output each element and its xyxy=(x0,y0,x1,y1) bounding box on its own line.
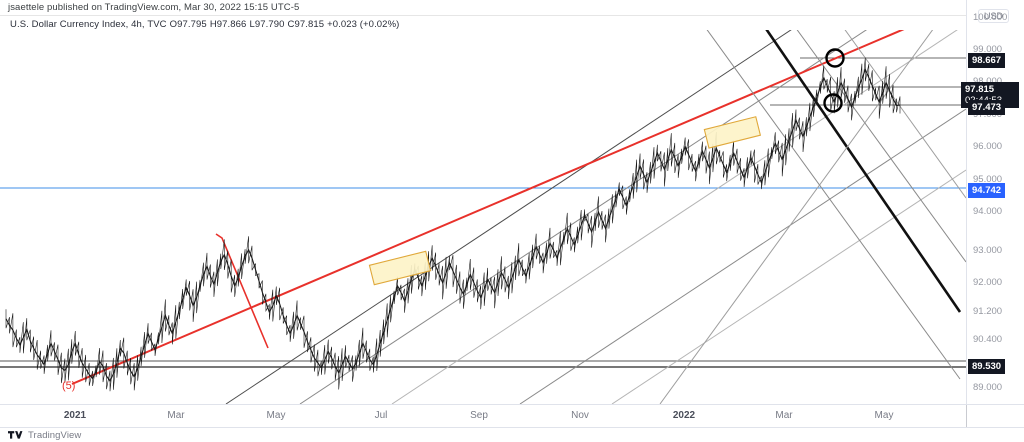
time-tick-2021: 2021 xyxy=(63,410,87,421)
price-tick-91-200: 91.200 xyxy=(973,306,1003,317)
price-tick-93-000: 93.000 xyxy=(973,245,1003,256)
time-tick-2022: 2022 xyxy=(672,410,696,421)
chart-canvas[interactable] xyxy=(0,30,966,404)
projection-gray-1 xyxy=(706,30,961,380)
legend-symbol-name[interactable]: U.S. Dollar Currency Index xyxy=(10,19,126,30)
time-tick-May: May xyxy=(874,410,894,421)
time-tick-Jul: Jul xyxy=(374,410,388,421)
projection-gray-2 xyxy=(796,30,966,263)
wave-count-label: (5) xyxy=(62,380,76,392)
time-axis[interactable]: 2021 Mar May Jul Sep Nov 2022 Mar May xyxy=(0,404,1024,428)
legend-open: O97.795 xyxy=(169,19,207,30)
price-tick-96-000: 96.000 xyxy=(973,141,1003,152)
crosshair-price-value: 97.815 xyxy=(965,84,995,95)
legend-low: L97.790 xyxy=(249,19,285,30)
legend-close: C97.815 xyxy=(287,19,325,30)
price-tick-100-000: 100.000 xyxy=(973,12,1008,23)
chart-legend[interactable]: U.S. Dollar Currency Index, 4h, TVC O97.… xyxy=(10,19,400,30)
time-axis-divider xyxy=(966,405,967,427)
channel-lower-dark xyxy=(519,108,966,404)
header-divider xyxy=(0,15,966,16)
price-tick-92-000: 92.000 xyxy=(973,277,1003,288)
hidden-price-badge[interactable]: 97.473 xyxy=(968,100,1006,115)
time-tick-Mar: Mar xyxy=(167,410,185,421)
price-tick-90-400: 90.400 xyxy=(973,334,1003,345)
channel-median-dark xyxy=(299,30,868,404)
trendline-red-impulse xyxy=(215,233,269,349)
tradingview-footer[interactable]: TradingView xyxy=(8,429,81,442)
circle-marker-upper[interactable] xyxy=(825,48,845,68)
price-series-detail xyxy=(5,57,901,392)
currency-badge: USD xyxy=(978,9,1010,23)
circle-marker-lower[interactable] xyxy=(823,93,843,113)
trendline-red-main xyxy=(71,30,905,385)
chart-plot-area[interactable]: (5) xyxy=(0,30,966,404)
projection-gray-4 xyxy=(659,30,934,404)
time-tick-Nov: Nov xyxy=(571,410,589,421)
legend-high: H97.866 xyxy=(209,19,247,30)
price-series-line xyxy=(5,67,901,383)
support-level-badge[interactable]: 89.530 xyxy=(968,359,1006,374)
tradingview-logo-icon xyxy=(8,430,23,439)
price-tick-95-000: 95.000 xyxy=(973,174,1003,185)
retracement-box-1[interactable] xyxy=(368,250,432,286)
legend-interval[interactable]: 4h xyxy=(131,19,142,30)
time-tick-Sep: Sep xyxy=(470,410,488,421)
time-tick-May: May xyxy=(266,410,286,421)
channel-aux-lower xyxy=(611,169,966,404)
last-price-badge[interactable]: 98.667 xyxy=(968,53,1006,68)
projection-gray-3 xyxy=(844,30,966,199)
blue-level-badge[interactable]: 94.742 xyxy=(968,183,1006,198)
channel-upper-dark xyxy=(225,30,792,404)
publisher-line: jsaettele published on TradingView.com, … xyxy=(8,2,300,13)
price-tick-98-000: 98.000 xyxy=(973,76,1002,87)
time-tick-Mar: Mar xyxy=(775,410,793,421)
price-tick-99-000: 99.000 xyxy=(973,44,1003,55)
legend-exchange: TVC xyxy=(147,19,167,30)
retracement-box-2[interactable] xyxy=(703,116,762,149)
price-tick-94-000: 94.000 xyxy=(973,206,1003,217)
projection-thick-black xyxy=(765,30,962,313)
price-axis[interactable]: USD 100.00099.00098.00097.00096.00095.00… xyxy=(961,0,1024,404)
channel-aux-upper xyxy=(391,30,958,404)
price-tick-89-000: 89.000 xyxy=(973,382,1003,393)
tradingview-brand: TradingView xyxy=(28,430,82,441)
legend-change: +0.023 (+0.02%) xyxy=(327,19,400,30)
